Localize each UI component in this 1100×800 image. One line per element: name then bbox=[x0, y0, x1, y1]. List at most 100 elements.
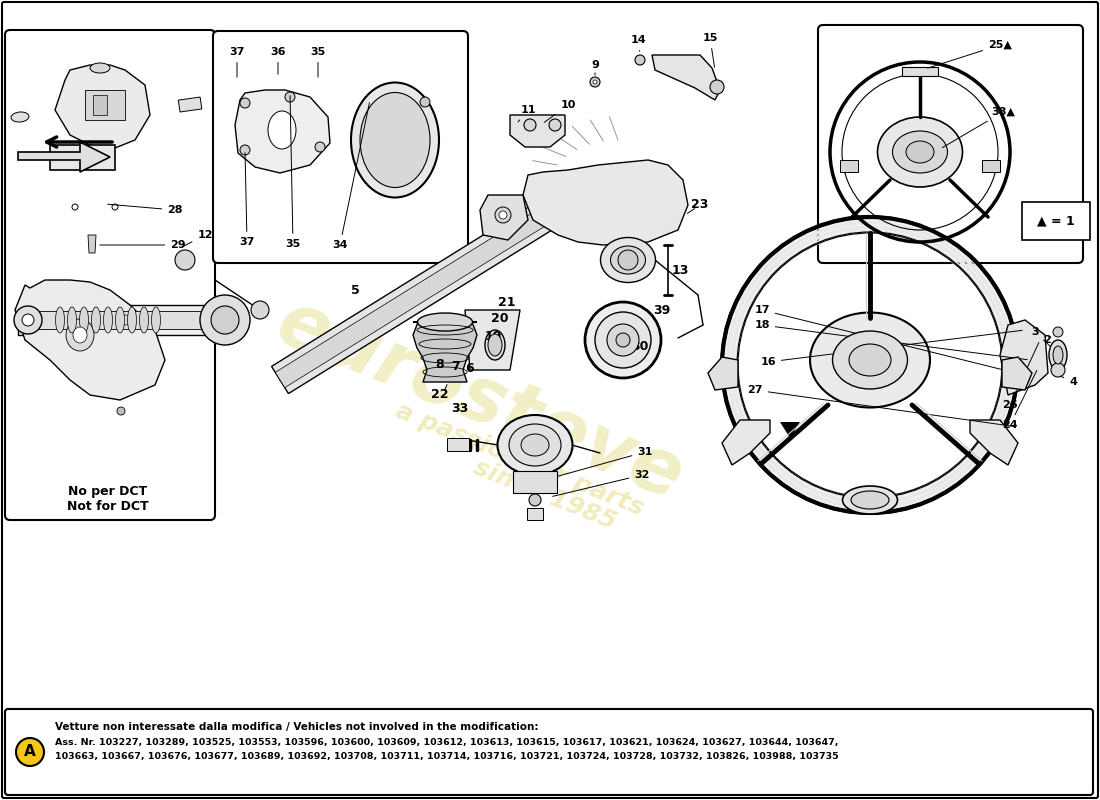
Circle shape bbox=[529, 494, 541, 506]
Text: 17: 17 bbox=[755, 305, 1030, 376]
Ellipse shape bbox=[103, 307, 112, 333]
Circle shape bbox=[112, 204, 118, 210]
Bar bbox=[513, 471, 557, 493]
Circle shape bbox=[117, 407, 125, 415]
Text: 18: 18 bbox=[755, 320, 1027, 360]
Circle shape bbox=[549, 119, 561, 131]
Polygon shape bbox=[652, 55, 720, 100]
Circle shape bbox=[616, 333, 630, 347]
Ellipse shape bbox=[509, 424, 561, 466]
Text: 35: 35 bbox=[285, 96, 300, 249]
Circle shape bbox=[499, 211, 507, 219]
Circle shape bbox=[175, 250, 195, 270]
Text: 8: 8 bbox=[436, 358, 444, 370]
Circle shape bbox=[251, 301, 270, 319]
Text: a passion for parts: a passion for parts bbox=[393, 399, 648, 521]
Text: 34: 34 bbox=[332, 102, 370, 250]
Circle shape bbox=[495, 207, 512, 223]
Bar bbox=[18, 305, 243, 335]
Polygon shape bbox=[522, 160, 688, 245]
Text: 27: 27 bbox=[747, 385, 1015, 426]
Circle shape bbox=[590, 77, 600, 87]
Polygon shape bbox=[1002, 357, 1032, 390]
Text: Ass. Nr. 103227, 103289, 103525, 103553, 103596, 103600, 103609, 103612, 103613,: Ass. Nr. 103227, 103289, 103525, 103553,… bbox=[55, 738, 838, 747]
Ellipse shape bbox=[810, 313, 930, 407]
Circle shape bbox=[240, 98, 250, 108]
Circle shape bbox=[22, 314, 34, 326]
FancyBboxPatch shape bbox=[6, 709, 1093, 795]
Text: 6: 6 bbox=[465, 362, 474, 374]
Polygon shape bbox=[272, 186, 579, 394]
Circle shape bbox=[635, 55, 645, 65]
Text: 9: 9 bbox=[591, 60, 598, 75]
Text: 26: 26 bbox=[1002, 342, 1038, 410]
Circle shape bbox=[14, 306, 42, 334]
Circle shape bbox=[72, 204, 78, 210]
FancyBboxPatch shape bbox=[818, 25, 1084, 263]
Circle shape bbox=[200, 295, 250, 345]
Ellipse shape bbox=[497, 415, 572, 475]
Text: 12: 12 bbox=[183, 230, 212, 246]
Circle shape bbox=[618, 250, 638, 270]
Ellipse shape bbox=[1053, 346, 1063, 364]
Polygon shape bbox=[50, 145, 116, 170]
Text: 5: 5 bbox=[351, 283, 360, 297]
Text: 7: 7 bbox=[451, 359, 460, 373]
Polygon shape bbox=[235, 90, 330, 173]
Text: 39: 39 bbox=[653, 303, 671, 317]
Text: 36: 36 bbox=[271, 47, 286, 74]
Text: 103663, 103667, 103676, 103677, 103689, 103692, 103708, 103711, 103714, 103716, : 103663, 103667, 103676, 103677, 103689, … bbox=[55, 753, 838, 762]
Text: 37: 37 bbox=[229, 47, 244, 78]
Ellipse shape bbox=[90, 63, 110, 73]
Circle shape bbox=[585, 302, 661, 378]
Ellipse shape bbox=[55, 307, 65, 333]
Polygon shape bbox=[412, 322, 477, 382]
Text: 10: 10 bbox=[544, 100, 575, 122]
Text: 2: 2 bbox=[1043, 335, 1050, 345]
Ellipse shape bbox=[849, 344, 891, 376]
Polygon shape bbox=[708, 357, 738, 390]
Ellipse shape bbox=[878, 117, 962, 187]
Bar bbox=[178, 97, 201, 112]
Text: 29: 29 bbox=[100, 240, 186, 250]
Polygon shape bbox=[465, 310, 520, 370]
Ellipse shape bbox=[268, 111, 296, 149]
Ellipse shape bbox=[610, 246, 646, 274]
Ellipse shape bbox=[418, 313, 473, 331]
Bar bbox=[94, 95, 107, 115]
Text: 35: 35 bbox=[310, 47, 326, 78]
Text: 15: 15 bbox=[702, 33, 717, 67]
Ellipse shape bbox=[67, 307, 77, 333]
Circle shape bbox=[420, 97, 430, 107]
Bar bbox=[18, 311, 243, 329]
Circle shape bbox=[593, 80, 597, 84]
Text: 4: 4 bbox=[1060, 376, 1077, 387]
Ellipse shape bbox=[66, 319, 94, 351]
Polygon shape bbox=[275, 192, 574, 388]
Text: A: A bbox=[24, 745, 36, 759]
Text: No per DCT: No per DCT bbox=[68, 486, 147, 498]
Bar bbox=[527, 508, 543, 520]
Text: 38▲: 38▲ bbox=[943, 107, 1015, 147]
Ellipse shape bbox=[851, 491, 889, 509]
Circle shape bbox=[16, 738, 44, 766]
Bar bbox=[840, 160, 858, 172]
Polygon shape bbox=[722, 420, 770, 465]
Text: 28: 28 bbox=[108, 204, 183, 215]
Text: 31: 31 bbox=[558, 447, 652, 476]
Text: 24: 24 bbox=[1002, 370, 1037, 430]
Ellipse shape bbox=[152, 307, 161, 333]
FancyBboxPatch shape bbox=[213, 31, 468, 263]
Text: Vetture non interessate dalla modifica / Vehicles not involved in the modificati: Vetture non interessate dalla modifica /… bbox=[55, 722, 539, 732]
Ellipse shape bbox=[601, 238, 656, 282]
Circle shape bbox=[1053, 327, 1063, 337]
Text: 25▲: 25▲ bbox=[927, 40, 1012, 68]
Text: 20: 20 bbox=[492, 313, 508, 326]
Polygon shape bbox=[780, 422, 800, 438]
Ellipse shape bbox=[843, 486, 898, 514]
Circle shape bbox=[285, 92, 295, 102]
Ellipse shape bbox=[118, 315, 132, 325]
Polygon shape bbox=[15, 280, 165, 400]
Ellipse shape bbox=[521, 434, 549, 456]
Ellipse shape bbox=[140, 307, 148, 333]
